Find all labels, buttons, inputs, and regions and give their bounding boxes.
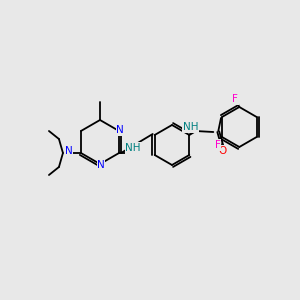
- Text: N: N: [97, 160, 105, 170]
- Text: NH: NH: [183, 122, 198, 132]
- Text: N: N: [65, 146, 73, 156]
- Text: F: F: [215, 140, 221, 150]
- Text: F: F: [232, 94, 238, 104]
- Text: NH: NH: [125, 143, 141, 153]
- Text: N: N: [116, 125, 124, 135]
- Text: O: O: [218, 146, 226, 156]
